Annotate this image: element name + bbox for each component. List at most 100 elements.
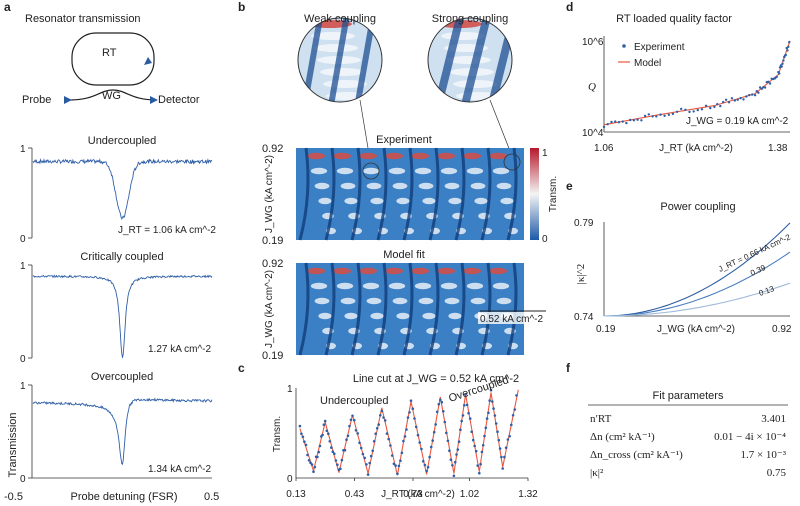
hm1-dark-5 xyxy=(428,147,440,241)
c-point-8-2 xyxy=(413,417,416,420)
b2-ytick-bottom: 0.19 xyxy=(262,350,283,362)
hm1-light-7-2 xyxy=(496,182,512,190)
hm2-dark-1 xyxy=(324,262,336,356)
hm2-dark-3 xyxy=(376,262,388,356)
a3-transmission-line xyxy=(32,397,213,465)
d-point-1-2 xyxy=(663,114,666,118)
hm2-light-5-1 xyxy=(440,282,458,290)
hm2-light-4-3 xyxy=(422,312,436,320)
zoomweak-dark-2 xyxy=(354,20,376,102)
b2-annotation-bg xyxy=(478,312,548,324)
d-point-1-9 xyxy=(692,110,695,113)
c-xtick-label-2: 0.73 xyxy=(403,489,423,500)
hm1-light-2-2 xyxy=(366,182,382,190)
hm1-dark-2 xyxy=(350,147,362,241)
c-point-0-4 xyxy=(304,443,308,447)
b2-title: Model fit xyxy=(383,249,425,261)
d-point-2-8 xyxy=(736,98,739,102)
c-point-1-4 xyxy=(317,450,321,454)
c-point-14-7 xyxy=(498,447,502,450)
c-point-11-6 xyxy=(460,419,464,423)
c-point-15-7 xyxy=(513,408,517,411)
c-point-9-2 xyxy=(428,455,432,459)
d-point-3-13 xyxy=(775,75,778,79)
d-point-0-2 xyxy=(610,120,613,124)
c-point-9-4 xyxy=(431,439,435,442)
a3-annotation: 1.34 kA cm^-2 xyxy=(148,464,211,475)
c-point-15-0 xyxy=(501,467,505,470)
c-point-5-8 xyxy=(379,414,382,417)
hm1-light-4-0 xyxy=(411,152,429,160)
b2-ytick-top: 0.92 xyxy=(262,258,283,270)
c-point-2-6 xyxy=(333,452,336,456)
hm2-light-2-2 xyxy=(366,297,382,305)
resonator-schematic: Resonator transmission RT WG Probe Detec… xyxy=(22,13,200,106)
c-point-13-7 xyxy=(487,411,490,415)
c-point-5-7 xyxy=(377,423,381,426)
hm1-dark-1 xyxy=(324,147,336,241)
e-xtick-left: 0.19 xyxy=(596,324,616,335)
c-point-3-2 xyxy=(340,458,344,462)
d-point-4-5 xyxy=(781,62,784,65)
d-point-1-5 xyxy=(675,110,679,114)
colorbar xyxy=(530,148,539,240)
d-legend-experiment-marker xyxy=(622,44,626,48)
c-point-11-8 xyxy=(463,404,466,407)
c-point-2-4 xyxy=(330,446,333,449)
c-point-9-7 xyxy=(435,410,439,414)
c-point-4-1 xyxy=(353,418,356,422)
c-point-9-5 xyxy=(432,430,436,434)
hm2-light-4-2 xyxy=(418,297,434,305)
hm2-dark-5 xyxy=(428,262,440,356)
e-ytick-bottom: 0.74 xyxy=(574,312,594,323)
colorbar-tick-1: 1 xyxy=(542,148,548,159)
c-point-14-1 xyxy=(491,400,494,403)
c-xtick-label-0: 0.13 xyxy=(286,489,306,500)
d-point-1-6 xyxy=(680,107,683,111)
hm2-light-2-3 xyxy=(370,312,384,320)
hm2-dark-2 xyxy=(350,262,362,356)
b1-heatmap-marks xyxy=(298,147,518,241)
a1-ytick-label-1: 1 xyxy=(20,144,26,155)
c-point-2-5 xyxy=(331,450,335,454)
c-ytick-0: 0 xyxy=(287,474,293,485)
hm2-light-3-3 xyxy=(396,312,410,320)
zoomstrong-light-5 xyxy=(453,80,497,88)
hm1-light-3-2 xyxy=(392,182,408,190)
c-point-6-0 xyxy=(380,409,384,413)
c-title: Line cut at J_WG = 0.52 kA cm^-2 xyxy=(353,373,519,385)
c-point-10-8 xyxy=(451,464,454,467)
hm1-light-5-3 xyxy=(448,197,462,205)
hm2-dark-6 xyxy=(454,262,466,356)
c-point-9-0 xyxy=(425,469,428,473)
c-point-14-3 xyxy=(493,414,497,417)
c-point-1-3 xyxy=(316,455,319,459)
a2-title: Critically coupled xyxy=(80,251,163,263)
zoom-weak-coupling: Weak coupling xyxy=(297,13,383,167)
d-point-2-0 xyxy=(713,105,716,109)
hm1-dark-4 xyxy=(402,147,414,241)
hm2-light-0-1 xyxy=(310,282,328,290)
d-point-3-8 xyxy=(767,80,770,84)
c-point-8-3 xyxy=(414,425,418,429)
c-point-3-8 xyxy=(349,418,353,422)
zoom-strong-stripes xyxy=(436,18,512,102)
d-ytick-bottom: 10^4 xyxy=(582,128,604,139)
c-point-6-6 xyxy=(390,454,394,457)
hm2-light-3-1 xyxy=(388,282,406,290)
zoom-weak-stripes xyxy=(302,18,376,102)
c-point-0-3 xyxy=(303,440,306,444)
d-point-2-4 xyxy=(724,98,728,102)
d-point-4-6 xyxy=(782,59,785,62)
c-point-5-0 xyxy=(366,473,370,476)
hm1-light-6-3 xyxy=(474,197,488,205)
hm2-light-5-0 xyxy=(437,267,455,275)
c-point-11-3 xyxy=(456,448,460,451)
rt-label: RT xyxy=(102,47,117,59)
c-point-10-5 xyxy=(446,439,450,443)
e-ylabel: |κ|^2 xyxy=(575,264,587,285)
probe-label: Probe xyxy=(22,94,51,106)
hm1-light-6-1 xyxy=(466,167,484,175)
b1-ytick-bottom: 0.19 xyxy=(262,235,283,247)
d-point-1-7 xyxy=(684,108,687,112)
